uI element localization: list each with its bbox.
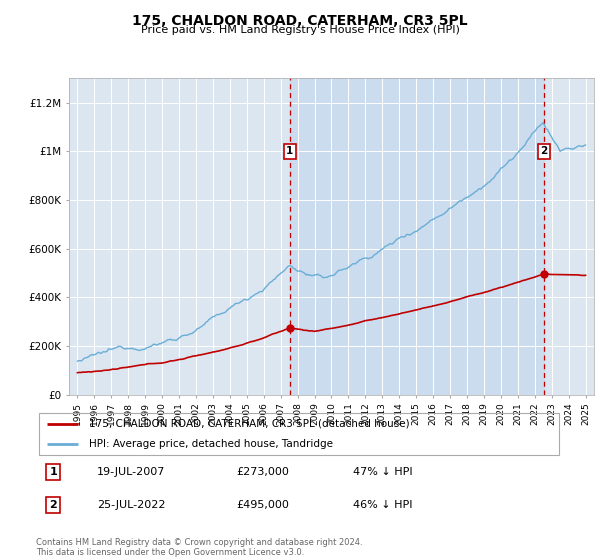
Text: 19-JUL-2007: 19-JUL-2007: [97, 467, 165, 477]
Text: 1: 1: [49, 467, 57, 477]
Text: Contains HM Land Registry data © Crown copyright and database right 2024.
This d: Contains HM Land Registry data © Crown c…: [36, 538, 362, 557]
Text: 2: 2: [540, 146, 547, 156]
Text: HPI: Average price, detached house, Tandridge: HPI: Average price, detached house, Tand…: [89, 439, 333, 449]
Text: 47% ↓ HPI: 47% ↓ HPI: [353, 467, 412, 477]
Bar: [290, 78, 544, 395]
Text: 1: 1: [286, 146, 293, 156]
Text: 175, CHALDON ROAD, CATERHAM, CR3 5PL (detached house): 175, CHALDON ROAD, CATERHAM, CR3 5PL (de…: [89, 419, 409, 429]
Text: 25-JUL-2022: 25-JUL-2022: [97, 500, 165, 510]
Text: 2: 2: [49, 500, 57, 510]
Text: Price paid vs. HM Land Registry's House Price Index (HPI): Price paid vs. HM Land Registry's House …: [140, 25, 460, 35]
Text: 175, CHALDON ROAD, CATERHAM, CR3 5PL: 175, CHALDON ROAD, CATERHAM, CR3 5PL: [132, 14, 468, 28]
Text: £495,000: £495,000: [236, 500, 290, 510]
Text: £273,000: £273,000: [236, 467, 290, 477]
Text: 46% ↓ HPI: 46% ↓ HPI: [353, 500, 412, 510]
